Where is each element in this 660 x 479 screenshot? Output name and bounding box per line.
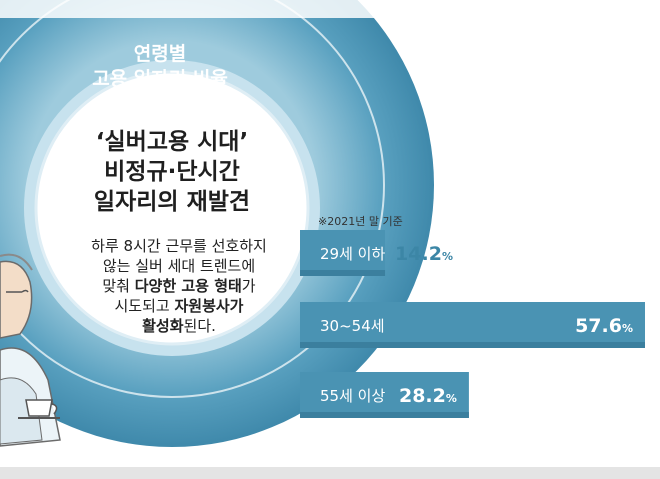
subtitle-line-1: 연령별 [133, 43, 187, 65]
description-line-4-prefix: 시도되고 [114, 297, 175, 315]
description-line-5-bold: 활성화 [142, 317, 184, 335]
worker-face [0, 260, 33, 339]
value-label-2: 57.6% [575, 315, 633, 337]
top-fade [0, 0, 660, 18]
value-label-3: 28.2% [399, 385, 457, 407]
coffee-cup-icon [25, 399, 58, 417]
bar-1 [300, 230, 386, 276]
description-line-1: 하루 8시간 근무를 선호하지 [91, 237, 267, 255]
description-line-3-suffix: 가 [241, 277, 256, 295]
base-date-note: ※2021년 말 기준 [318, 215, 403, 228]
headline-line-2: 비정규·단시간 [104, 159, 240, 185]
headline-line-3: 일자리의 재발견 [93, 189, 251, 215]
bar-2 [300, 302, 645, 348]
description-line-2: 않는 실버 세대 트렌드에 [102, 257, 256, 275]
headline-line-1: ‘실버고용 시대’ [95, 129, 249, 155]
category-label-1: 29세 이하 [320, 245, 385, 263]
worker-illustration [0, 253, 61, 447]
bar-shade-3 [300, 412, 469, 418]
description-line-5-suffix: 된다. [183, 317, 216, 335]
worker-glasses [6, 289, 29, 293]
category-label-2: 30~54세 [320, 317, 385, 335]
bar-shade-1 [300, 270, 386, 276]
ring-halo [0, 0, 385, 398]
worker-apron [0, 377, 43, 445]
headline: ‘실버고용 시대’ 비정규·단시간 일자리의 재발견 [62, 127, 282, 217]
bar-3 [300, 372, 469, 418]
category-label-3: 55세 이상 [320, 387, 385, 405]
worker-hair [0, 253, 33, 271]
chart-subtitle: 연령별 고용 일자리 비율 [90, 42, 230, 92]
bar-shade-2 [300, 342, 645, 348]
footer-strip [0, 467, 660, 479]
description-line-3-bold: 다양한 고용 형태 [134, 277, 242, 295]
subtitle-line-2: 고용 일자리 비율 [92, 68, 228, 90]
bar-chart: 29세 이하 14.2% 30~54세 57.6% 55세 이상 28.2% [300, 230, 645, 418]
description-line-3-prefix: 맞춰 [102, 277, 135, 295]
inner-circle [34, 70, 310, 346]
description-line-4-bold: 자원봉사가 [174, 297, 244, 315]
description: 하루 8시간 근무를 선호하지 않는 실버 세대 트렌드에 맞춰 다양한 고용 … [58, 236, 300, 336]
value-label-1: 14.2% [395, 243, 453, 265]
